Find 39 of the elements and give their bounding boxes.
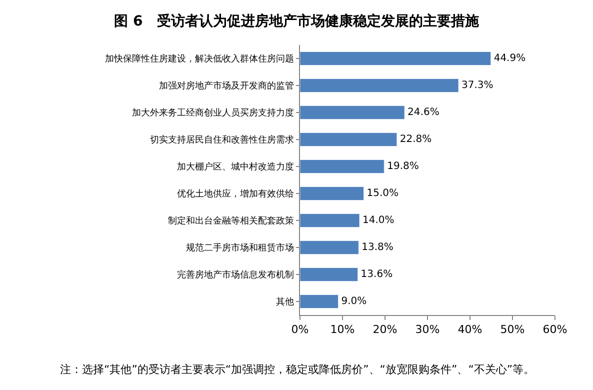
y-tick-label: 加快保障性住房建设，解决低收入群体住房问题	[105, 54, 294, 65]
bar	[300, 186, 364, 200]
bar	[300, 106, 405, 120]
y-tick-label: 制定和出台金融等相关配套政策	[168, 216, 294, 227]
data-label: 44.9%	[494, 53, 526, 64]
chart-title: 图 6 受访者认为促进房地产市场健康稳定发展的主要措施	[114, 12, 480, 30]
text: 注：选择“其他”的受访者主要表示“加强调控，稳定或降低房价”、“放宽限购条件”、“不关心”等。	[60, 363, 535, 376]
bar	[300, 78, 459, 92]
y-tick-label: 加大外来务工经商创业人员买房支持力度	[132, 108, 294, 119]
data-label: 15.0%	[366, 188, 399, 199]
bar	[300, 294, 338, 308]
data-label: 13.8%	[362, 242, 394, 253]
x-tick-label: 10%	[330, 323, 355, 336]
x-tick-label: 50%	[500, 323, 525, 336]
x-tick-label: 0%	[291, 323, 309, 336]
y-tick-label: 规范二手房市场和租赁市场	[186, 242, 294, 254]
y-tick-label: 其他	[276, 296, 294, 308]
data-label: 19.8%	[387, 161, 419, 172]
data-label: 9.0%	[341, 296, 367, 307]
y-tick-label: 切实支持居民自住和改善性住房需求	[150, 134, 294, 146]
bar	[300, 268, 358, 282]
x-tick-label: 40%	[458, 323, 482, 336]
bar	[300, 214, 360, 228]
x-tick-label: 60%	[542, 323, 568, 336]
y-tick-label: 加强对房地产市场及开发商的监管	[159, 80, 294, 92]
bar	[300, 52, 492, 66]
data-label: 13.6%	[360, 269, 393, 280]
y-tick-label: 加大棚户区、城中村改造力度	[177, 162, 294, 173]
data-label: 14.0%	[362, 215, 394, 226]
data-label: 22.8%	[400, 134, 432, 145]
x-tick-label: 30%	[415, 323, 440, 336]
bar	[300, 160, 384, 174]
data-label: 24.6%	[408, 107, 440, 118]
x-tick-label: 20%	[372, 323, 398, 336]
y-tick-label: 优化土地供应，增加有效供给	[177, 188, 294, 200]
y-tick-label: 完善房地产市场信息发布机制	[177, 270, 294, 281]
bar	[300, 132, 398, 146]
bar	[300, 240, 359, 254]
data-label: 37.3%	[462, 80, 494, 91]
